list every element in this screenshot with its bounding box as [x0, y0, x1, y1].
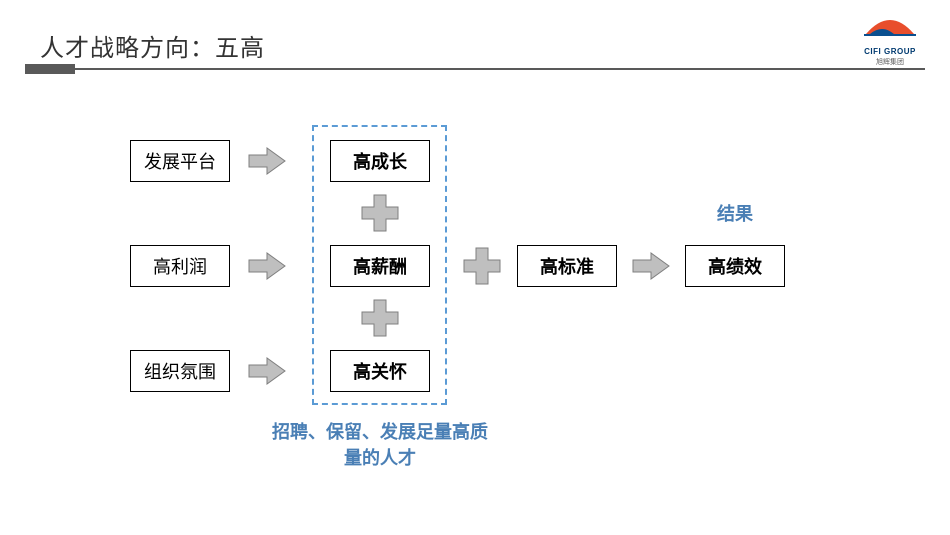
- group-caption-line2: 量的人才: [260, 444, 500, 470]
- box-mid-1: 高薪酬: [330, 245, 430, 287]
- plus-icon: [360, 193, 400, 233]
- logo-icon: [856, 12, 924, 40]
- arrow-icon: [247, 356, 287, 386]
- arrow-icon: [631, 251, 671, 281]
- box-mid-2-label: 高关怀: [353, 358, 407, 384]
- box-left-1-label: 高利润: [153, 253, 207, 279]
- box-left-0: 发展平台: [130, 140, 230, 182]
- logo-sub: 旭辉集团: [855, 57, 925, 67]
- box-left-2-label: 组织氛围: [144, 358, 216, 384]
- box-standard: 高标准: [517, 245, 617, 287]
- box-result: 高绩效: [685, 245, 785, 287]
- box-left-2: 组织氛围: [130, 350, 230, 392]
- result-caption: 结果: [700, 200, 770, 226]
- slide-title: 人才战略方向：五高: [40, 28, 265, 63]
- box-mid-2: 高关怀: [330, 350, 430, 392]
- slide-root: 人才战略方向：五高 CIFI GROUP 旭辉集团 发展平台 高利润 组织氛围 …: [0, 0, 950, 535]
- plus-icon: [462, 246, 502, 286]
- arrow-icon: [247, 251, 287, 281]
- logo-brand: CIFI GROUP: [855, 47, 925, 56]
- title-underline: [25, 68, 925, 70]
- logo: CIFI GROUP 旭辉集团: [855, 12, 925, 67]
- box-left-0-label: 发展平台: [144, 148, 216, 174]
- box-mid-1-label: 高薪酬: [353, 253, 407, 279]
- plus-icon: [360, 298, 400, 338]
- group-caption: 招聘、保留、发展足量高质 量的人才: [260, 418, 500, 470]
- box-standard-label: 高标准: [540, 253, 594, 279]
- group-caption-line1: 招聘、保留、发展足量高质: [260, 418, 500, 444]
- box-result-label: 高绩效: [708, 253, 762, 279]
- box-mid-0-label: 高成长: [353, 148, 407, 174]
- arrow-icon: [247, 146, 287, 176]
- box-left-1: 高利润: [130, 245, 230, 287]
- box-mid-0: 高成长: [330, 140, 430, 182]
